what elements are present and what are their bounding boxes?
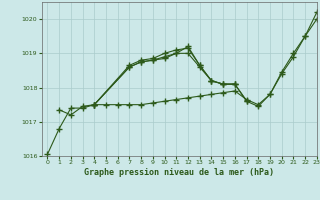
X-axis label: Graphe pression niveau de la mer (hPa): Graphe pression niveau de la mer (hPa) [84, 168, 274, 177]
